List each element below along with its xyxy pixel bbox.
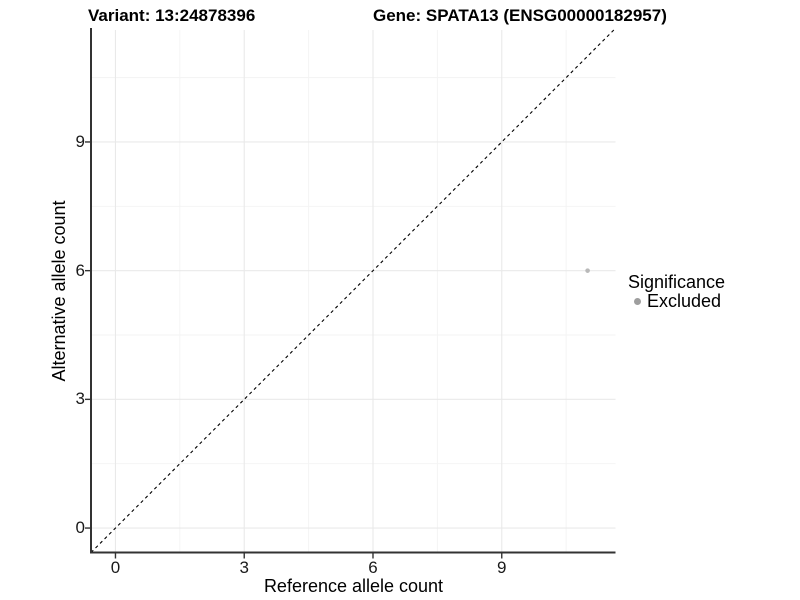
excluded-point-icon xyxy=(634,297,641,305)
x-tick-label: 0 xyxy=(110,558,121,577)
identity-reference-line xyxy=(90,29,615,553)
legend-title: Significance xyxy=(628,272,726,292)
y-tick-label: 9 xyxy=(75,131,85,151)
y-tick-label: 3 xyxy=(75,389,85,409)
y-tick-label: 6 xyxy=(75,260,85,280)
y-axis-title: Alternative allele count xyxy=(49,200,69,382)
x-tick-label: 9 xyxy=(497,558,507,577)
x-tick-label: 6 xyxy=(368,558,378,577)
legend: Significance Excluded xyxy=(628,272,726,311)
x-tick-label: 3 xyxy=(239,558,249,577)
x-axis-title: Reference allele count xyxy=(263,576,444,596)
y-tick-label: 0 xyxy=(75,518,85,538)
legend-item-excluded: Excluded xyxy=(628,290,725,311)
plot-title-gene: Gene: SPATA13 (ENSG00000182957) xyxy=(373,6,667,25)
data-point xyxy=(585,268,590,273)
plot-title-variant: Variant: 13:24878396 xyxy=(88,6,256,25)
legend-item-label: Excluded xyxy=(647,290,722,311)
